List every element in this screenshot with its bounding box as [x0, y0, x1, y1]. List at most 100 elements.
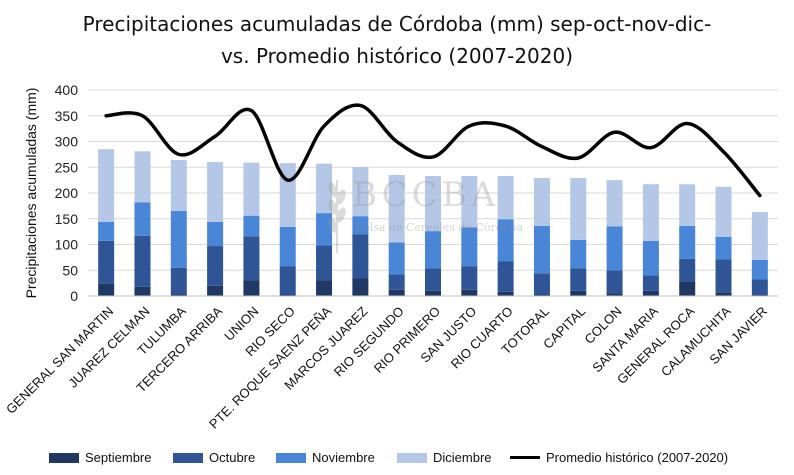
bar-segment-octubre: [679, 258, 696, 282]
y-tick-label: 400: [55, 82, 79, 98]
legend-item-noviembre: Noviembre: [276, 450, 375, 465]
bar-segment-septiembre: [98, 283, 115, 296]
legend-swatch: [276, 452, 306, 463]
bar-segment-octubre: [388, 274, 405, 290]
bar-segment-diciembre: [533, 178, 550, 226]
bar-segment-diciembre: [170, 160, 187, 212]
bar-segment-diciembre: [715, 186, 732, 237]
bar-segment-diciembre: [679, 184, 696, 226]
bar-segment-diciembre: [497, 176, 514, 220]
bar-segment-octubre: [715, 259, 732, 293]
bar-segment-octubre: [497, 261, 514, 292]
y-tick-label: 0: [70, 288, 78, 304]
bar-segment-septiembre: [606, 293, 623, 296]
bar-segment-diciembre: [751, 212, 768, 260]
bar-segment-diciembre: [207, 162, 224, 222]
bar-segment-noviembre: [170, 211, 187, 268]
bar-segment-octubre: [461, 266, 478, 290]
bar-segment-septiembre: [170, 294, 187, 296]
bar-segment-octubre: [425, 268, 441, 291]
bar-segment-octubre: [570, 268, 587, 291]
bar-segment-diciembre: [642, 184, 659, 241]
bar-segment-septiembre: [134, 286, 151, 296]
legend-item-octubre: Octubre: [173, 450, 255, 465]
bar-segment-diciembre: [352, 167, 369, 217]
y-tick-label: 300: [55, 134, 79, 150]
bar-segment-octubre: [751, 279, 768, 295]
legend: Septiembre Octubre Noviembre Diciembre P…: [0, 450, 794, 470]
bar-segment-septiembre: [316, 280, 333, 296]
bar-segment-diciembre: [134, 151, 151, 203]
bar-segment-octubre: [316, 245, 333, 281]
bar-segment-octubre: [207, 246, 224, 286]
legend-label: Diciembre: [433, 450, 492, 465]
bar-segment-diciembre: [570, 178, 587, 240]
legend-item-septiembre: Septiembre: [49, 450, 151, 465]
bar-segment-octubre: [243, 236, 260, 281]
bar-segment-septiembre: [497, 291, 514, 296]
bar-segment-septiembre: [751, 294, 768, 296]
bar-segment-octubre: [134, 235, 151, 287]
bar-segment-octubre: [606, 270, 623, 294]
legend-swatch: [173, 452, 203, 463]
bar-segment-noviembre: [98, 221, 115, 241]
y-tick-label: 350: [55, 108, 79, 124]
chart-title-line-1: Precipitaciones acumuladas de Córdoba (m…: [82, 12, 712, 36]
bar-segment-octubre: [170, 267, 187, 295]
bar-segment-noviembre: [679, 225, 696, 259]
bar-segment-noviembre: [279, 226, 296, 267]
bar-segment-septiembre: [461, 289, 478, 296]
bar-segment-septiembre: [570, 290, 587, 296]
bar-segment-octubre: [352, 234, 369, 279]
bar-segment-noviembre: [352, 216, 369, 235]
bar-segment-septiembre: [679, 281, 696, 296]
bar-segment-octubre: [98, 240, 115, 284]
bar-segment-noviembre: [497, 219, 514, 262]
historical-average-line: [104, 103, 762, 198]
bar-segment-noviembre: [425, 231, 441, 269]
bar-segment-noviembre: [751, 259, 768, 280]
bar-segment-diciembre: [461, 176, 478, 228]
bar-segment-noviembre: [570, 239, 587, 269]
bar-segment-septiembre: [642, 290, 659, 296]
bar-segment-septiembre: [352, 278, 369, 296]
legend-label: Octubre: [209, 450, 256, 465]
bar-segment-septiembre: [279, 294, 296, 296]
bar-segment-noviembre: [207, 221, 224, 247]
bar-segment-noviembre: [243, 215, 260, 237]
bar-segment-septiembre: [388, 289, 405, 296]
bar-segment-diciembre: [388, 174, 405, 243]
y-tick-label: 200: [55, 185, 79, 201]
chart-title-line-2: vs. Promedio histórico (2007-2020): [220, 44, 574, 68]
legend-line-swatch: [510, 456, 540, 459]
y-tick-label: 50: [62, 262, 78, 278]
y-tick-label: 100: [55, 237, 79, 253]
legend-swatch: [397, 452, 427, 463]
bar-segment-octubre: [279, 266, 296, 295]
y-axis-label: Precipitaciones acumuladas (mm): [23, 88, 39, 299]
bar-segment-noviembre: [134, 202, 151, 236]
bar-segment-noviembre: [642, 240, 659, 276]
bar-segment-noviembre: [715, 236, 732, 260]
bar-segment-noviembre: [388, 242, 405, 275]
legend-label: Noviembre: [312, 450, 375, 465]
bar-segment-noviembre: [533, 225, 550, 274]
bar-segment-septiembre: [425, 290, 441, 296]
bar-segment-diciembre: [98, 149, 115, 222]
legend-label: Septiembre: [85, 450, 152, 465]
bar-segment-diciembre: [243, 162, 260, 216]
bar-segment-diciembre: [425, 176, 441, 232]
legend-label: Promedio histórico (2007-2020): [546, 450, 729, 465]
bar-segment-noviembre: [316, 213, 333, 246]
bar-segment-octubre: [642, 275, 659, 291]
y-tick-label: 150: [55, 211, 79, 227]
bar-segment-octubre: [533, 273, 550, 295]
bar-segment-noviembre: [461, 227, 478, 267]
legend-swatch: [49, 452, 79, 463]
bar-segment-septiembre: [715, 292, 732, 296]
legend-item-promedio: Promedio histórico (2007-2020): [510, 450, 728, 465]
bar-segment-septiembre: [243, 280, 260, 296]
bar-segment-diciembre: [316, 163, 333, 214]
bar-segment-septiembre: [207, 285, 224, 296]
